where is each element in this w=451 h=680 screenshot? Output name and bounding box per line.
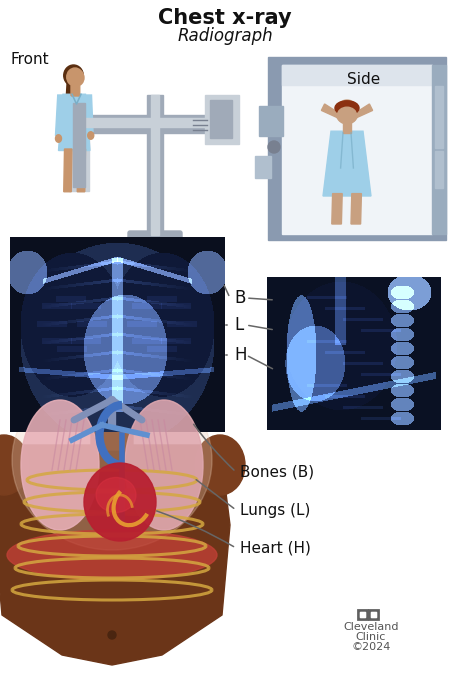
Polygon shape: [59, 95, 90, 150]
Polygon shape: [55, 95, 63, 135]
Ellipse shape: [125, 400, 203, 530]
Polygon shape: [86, 95, 93, 132]
FancyBboxPatch shape: [151, 95, 159, 235]
Ellipse shape: [7, 530, 217, 580]
Ellipse shape: [96, 477, 136, 513]
FancyBboxPatch shape: [128, 231, 182, 245]
Text: Bones (B): Bones (B): [240, 464, 314, 479]
FancyBboxPatch shape: [435, 151, 443, 188]
FancyBboxPatch shape: [71, 85, 80, 96]
FancyBboxPatch shape: [73, 103, 85, 187]
FancyBboxPatch shape: [147, 95, 163, 235]
Ellipse shape: [67, 68, 83, 86]
Ellipse shape: [55, 135, 61, 142]
Ellipse shape: [69, 69, 84, 86]
Ellipse shape: [64, 65, 83, 86]
FancyBboxPatch shape: [371, 612, 376, 617]
Circle shape: [268, 141, 280, 153]
FancyBboxPatch shape: [360, 612, 365, 617]
Ellipse shape: [195, 435, 245, 495]
Polygon shape: [352, 104, 373, 118]
FancyBboxPatch shape: [85, 118, 225, 127]
Text: Front: Front: [10, 52, 49, 67]
Text: ©2024: ©2024: [351, 642, 391, 652]
Text: Lungs (L): Lungs (L): [240, 503, 310, 517]
FancyBboxPatch shape: [259, 106, 283, 136]
Ellipse shape: [337, 107, 357, 123]
Polygon shape: [323, 131, 371, 196]
FancyBboxPatch shape: [205, 95, 239, 144]
Text: Clinic: Clinic: [356, 632, 386, 642]
FancyBboxPatch shape: [91, 402, 133, 450]
Text: Cleveland: Cleveland: [343, 622, 399, 632]
Polygon shape: [64, 149, 72, 192]
Polygon shape: [322, 104, 342, 118]
Ellipse shape: [84, 463, 156, 541]
Text: Side: Side: [347, 71, 380, 86]
FancyBboxPatch shape: [282, 65, 432, 234]
FancyBboxPatch shape: [255, 156, 271, 178]
FancyBboxPatch shape: [432, 65, 446, 234]
Polygon shape: [351, 194, 361, 224]
Polygon shape: [332, 194, 342, 224]
Ellipse shape: [88, 132, 94, 139]
Text: B: B: [234, 289, 245, 307]
FancyBboxPatch shape: [210, 100, 232, 138]
FancyBboxPatch shape: [85, 115, 225, 133]
Ellipse shape: [335, 101, 359, 115]
Ellipse shape: [21, 400, 99, 530]
Polygon shape: [77, 149, 86, 192]
Text: L: L: [234, 316, 243, 334]
FancyBboxPatch shape: [268, 57, 446, 240]
Text: Radiograph: Radiograph: [177, 27, 273, 45]
FancyBboxPatch shape: [282, 65, 432, 85]
Ellipse shape: [336, 100, 358, 124]
FancyBboxPatch shape: [343, 123, 351, 133]
Text: Heart (H): Heart (H): [240, 541, 311, 556]
Ellipse shape: [0, 435, 29, 495]
Text: H: H: [234, 346, 247, 364]
Polygon shape: [0, 445, 230, 665]
Circle shape: [108, 631, 116, 639]
Text: Chest x-ray: Chest x-ray: [158, 8, 292, 28]
FancyBboxPatch shape: [69, 99, 89, 191]
FancyBboxPatch shape: [435, 86, 443, 148]
Ellipse shape: [12, 370, 212, 550]
